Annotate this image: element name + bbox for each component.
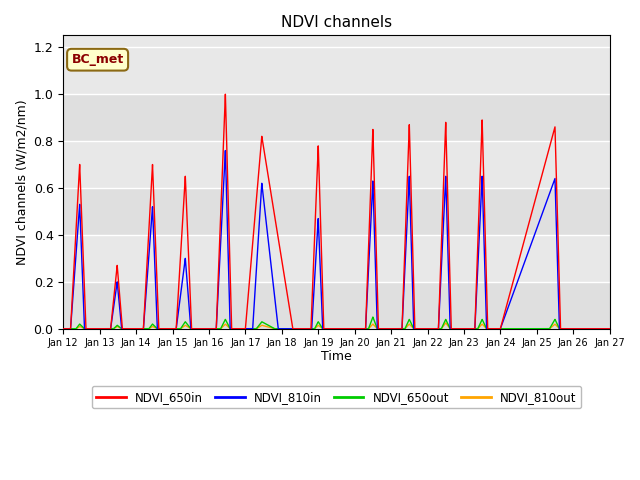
Title: NDVI channels: NDVI channels bbox=[281, 15, 392, 30]
Y-axis label: NDVI channels (W/m2/nm): NDVI channels (W/m2/nm) bbox=[15, 99, 28, 265]
Legend: NDVI_650in, NDVI_810in, NDVI_650out, NDVI_810out: NDVI_650in, NDVI_810in, NDVI_650out, NDV… bbox=[92, 386, 581, 408]
X-axis label: Time: Time bbox=[321, 350, 352, 363]
Bar bbox=[63, 188, 610, 235]
Text: BC_met: BC_met bbox=[72, 53, 124, 66]
Bar bbox=[63, 282, 610, 329]
Bar bbox=[63, 94, 610, 141]
